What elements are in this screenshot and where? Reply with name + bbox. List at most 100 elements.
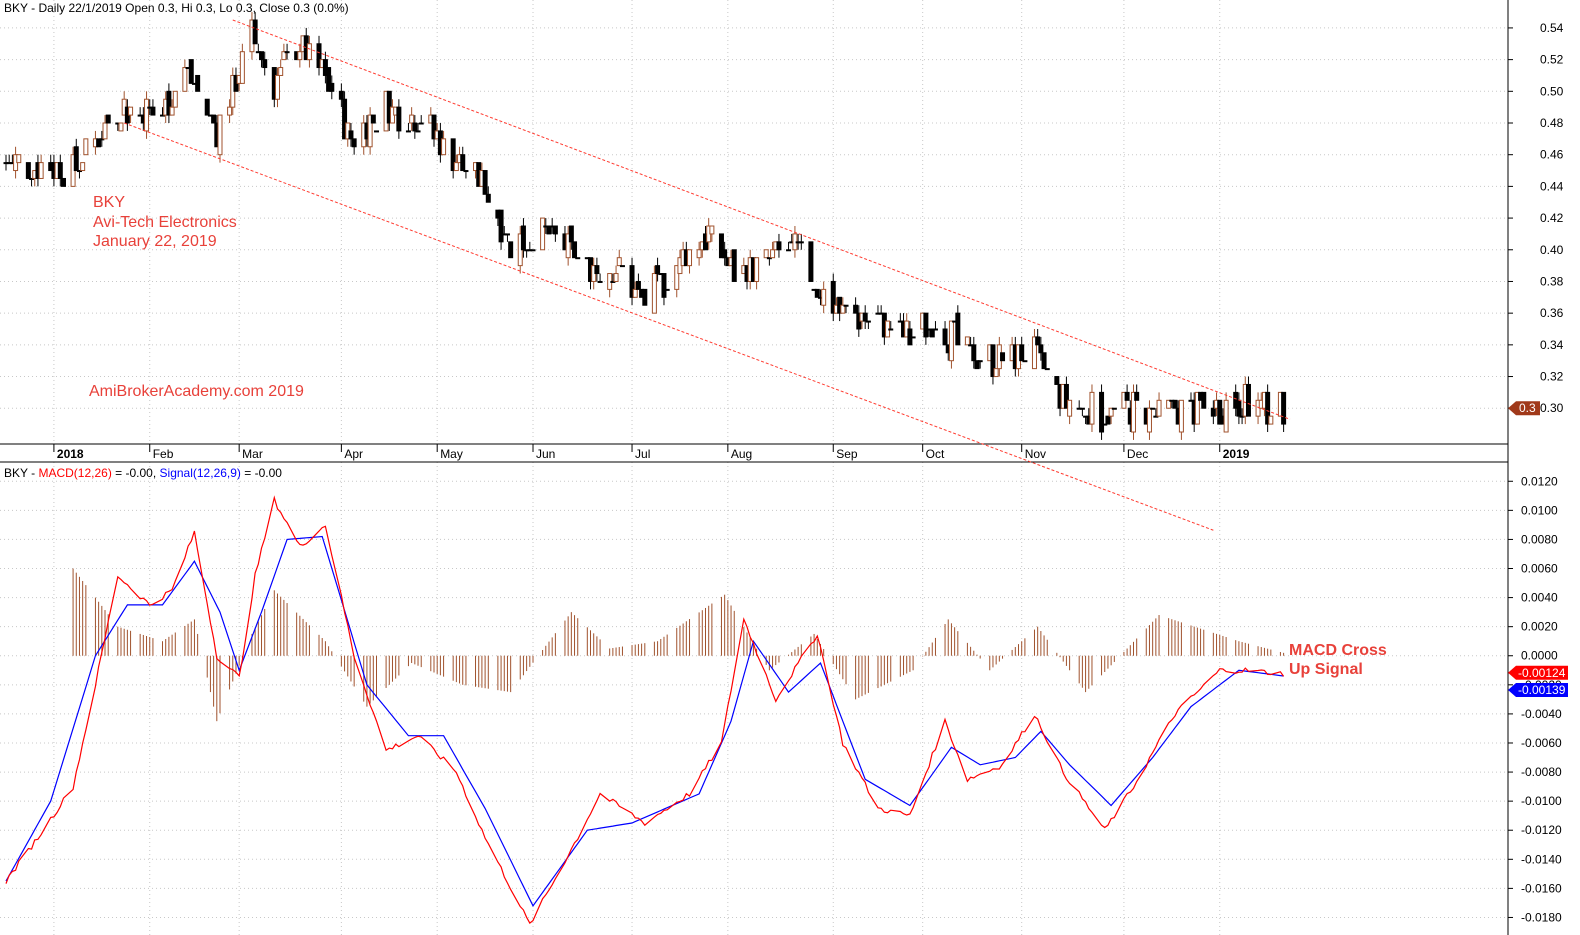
candle-up [102,122,108,140]
macd-y-tick-label: -0.0040 [1521,707,1562,721]
x-tick-label: Sep [836,447,858,461]
macd-header: BKY - MACD(12,26) = -0.00, Signal(12,26,… [4,466,282,480]
candle-down [910,336,916,339]
candle-down [1134,391,1140,401]
candle-down [1063,383,1069,409]
candle-down [923,312,929,338]
candle-down [1281,391,1287,425]
macd-y-tick-label: -0.0180 [1521,910,1562,924]
candle-down [1099,391,1105,433]
candle-up [1108,407,1114,417]
price-y-tick-label: 0.52 [1540,53,1564,67]
price-last-tag [1508,401,1540,416]
candle-up [169,106,175,116]
x-tick-label: Oct [926,447,945,461]
price-y-axis: 0.54 0.52 0.50 0.48 0.46 0.44 0.42 0.40 0.38 0.36… [1508,21,1564,415]
candle-down [415,130,421,133]
candle-down [594,265,600,275]
macd-y-tick-label: 0.0080 [1521,532,1558,546]
price-y-tick-label: 0.36 [1540,306,1564,320]
candle-down [211,114,217,124]
candle-down [808,241,814,282]
candle-up [1194,391,1200,425]
candle-down [374,130,380,133]
macd-header-value: = -0.00, [112,466,160,480]
candle-down [1102,423,1108,426]
candle-down [642,288,648,306]
candle-up [613,273,619,282]
x-tick-label: May [440,447,463,461]
candle-down [370,114,376,124]
candle-down [664,288,670,291]
candle-up [1178,399,1184,433]
value-tags: 0.3 -0.00124 -0.00139 [1508,401,1568,697]
candle-up [709,225,715,235]
candle-down [722,249,728,259]
candle-up [616,257,622,267]
candle-down [1041,352,1047,370]
candle-down [412,122,418,132]
x-tick-label: 2019 [1223,447,1250,461]
candle-up [409,114,415,124]
candle-up [674,265,680,290]
candle-down [498,209,504,243]
candle-down [25,162,31,179]
x-tick-label: Apr [344,447,363,461]
macd-last-tag-label: -0.00124 [1518,666,1566,680]
candle-down [929,328,935,338]
candle-up [1156,399,1162,417]
candle-down [252,19,258,45]
macd-y-tick-label: -0.0160 [1521,881,1562,895]
signal-line [5,535,1284,907]
candle-down [853,304,859,314]
candle-down [463,170,469,173]
candle-down [786,249,792,252]
price-y-tick-label: 0.54 [1540,21,1564,35]
candle-down [1105,415,1111,425]
candle-up [38,162,44,179]
price-x-axis: 2018 Feb Mar Apr May Jun Jul Aug Sep Oct Nov Dec 201… [53,444,1250,461]
candle-down [1079,407,1085,410]
macd-y-tick-label: -0.0120 [1521,823,1562,837]
macd-histogram [72,568,1285,722]
candle-up [144,98,150,132]
candle-down [405,130,411,133]
candle-down [932,328,938,331]
price-y-tick-label: 0.40 [1540,243,1564,257]
candle-down [888,328,894,331]
candle-down [259,51,265,61]
candle-down [1111,407,1117,410]
candle-down [342,98,348,140]
candle-down [1124,391,1130,401]
candle-down [830,280,836,314]
x-tick-label: Nov [1025,447,1046,461]
candle-up [128,106,134,116]
candle-down [1022,360,1028,363]
candle-up [763,249,769,259]
candle-up [239,51,245,84]
candle-up [217,114,223,156]
candle-up [1067,399,1073,417]
trendline-lower [124,122,1214,531]
x-tick-label: 2018 [57,447,84,461]
x-tick-label: Dec [1127,447,1148,461]
x-tick-label: Mar [242,447,263,461]
candle-down [597,280,603,283]
candle-up [696,249,702,259]
price-y-tick-label: 0.30 [1540,401,1564,415]
price-y-tick-label: 0.42 [1540,211,1564,225]
candle-down [572,241,578,259]
candle-down [974,360,980,370]
candle-down [971,344,977,362]
candle-down [326,67,332,92]
candle-down [204,98,210,116]
candle-up [1166,399,1172,409]
macd-y-tick-label: 0.0040 [1521,591,1558,605]
candle-down [396,106,402,132]
candle-up [840,304,846,314]
annotation-ticker: BKY [93,194,125,211]
candle-down [338,90,344,100]
candle-up [821,288,827,306]
candle-up [964,336,970,346]
candle-down [955,312,961,346]
